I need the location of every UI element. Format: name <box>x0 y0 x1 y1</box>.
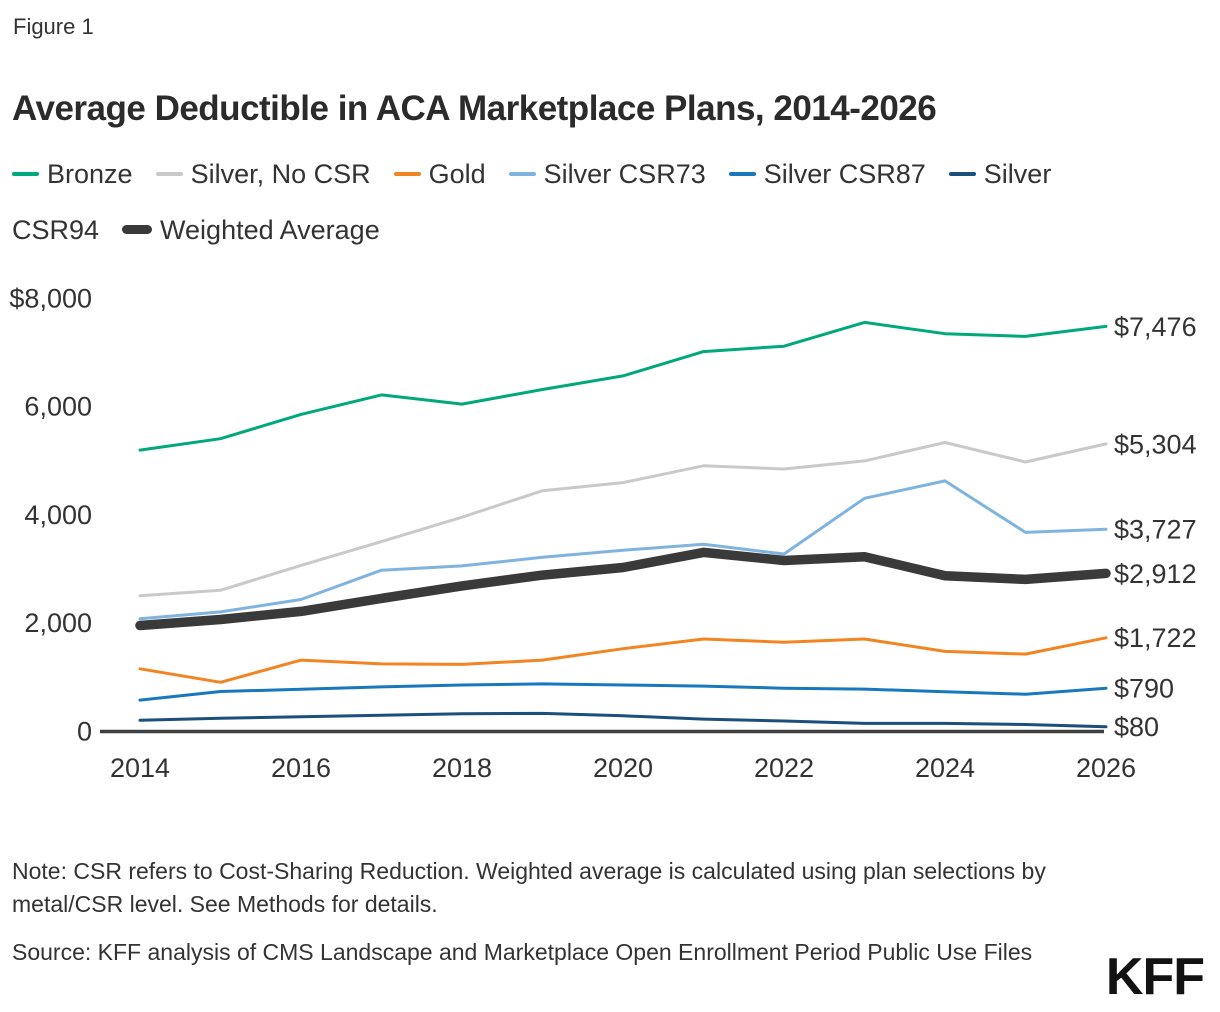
legend-swatch-bronze <box>12 171 39 176</box>
end-label-bronze: $7,476 <box>1114 312 1197 342</box>
legend-item-silver-no-csr: Silver, No CSR <box>155 159 371 189</box>
y-tick-label: 4,000 <box>24 500 92 530</box>
end-label-silver-csr94: $80 <box>1114 712 1159 742</box>
series-line-silver-csr94 <box>138 711 1108 729</box>
y-tick-label: 6,000 <box>24 392 92 422</box>
legend-item-bronze: Bronze <box>12 159 133 189</box>
legend-item-gold: Gold <box>393 159 486 189</box>
x-tick-label: 2022 <box>754 753 814 780</box>
x-tick-label: 2024 <box>915 753 975 780</box>
y-tick-label: 2,000 <box>24 608 92 638</box>
source-text: Source: KFF analysis of CMS Landscape an… <box>12 939 1033 965</box>
end-label-gold: $1,722 <box>1114 623 1197 653</box>
y-tick-label: $8,000 <box>9 283 92 313</box>
figure-label: Figure 1 <box>13 14 94 39</box>
legend-item-weighted-average: Weighted Average <box>122 215 380 245</box>
note-text: Note: CSR refers to Cost-Sharing Reducti… <box>12 858 1046 917</box>
end-label-weighted-average: $2,912 <box>1114 559 1197 589</box>
series-line-gold <box>138 636 1108 684</box>
x-tick-label: 2018 <box>432 753 492 780</box>
legend-item-continued: CSR94 <box>12 215 100 245</box>
legend-swatch-silver-csr87 <box>728 171 756 176</box>
line-chart-svg: $8,000 6,000 4,000 2,000 0 2014 2016 2018 2020 20… <box>9 283 1197 783</box>
y-tick-label: 0 <box>77 716 92 746</box>
series-line-weighted-average <box>135 547 1111 631</box>
series-line-silver-no-csr <box>138 441 1108 598</box>
series-line-bronze <box>138 320 1108 452</box>
x-tick-label: 2014 <box>110 753 170 780</box>
series-line-silver-csr73 <box>138 479 1108 621</box>
legend-swatch-silver-no-csr <box>155 171 183 176</box>
chart-title: Average Deductible in ACA Marketplace Pl… <box>12 89 937 129</box>
end-label-silver-csr73: $3,727 <box>1114 515 1197 545</box>
line-chart: $8,000 6,000 4,000 2,000 0 2014 2016 2018 2020 20… <box>0 270 1220 783</box>
series-line-silver-csr87 <box>138 682 1108 702</box>
legend-swatch-silver-csr73 <box>508 171 536 176</box>
end-label-silver-no-csr: $5,304 <box>1114 429 1197 459</box>
legend-swatch-weighted-average <box>122 225 153 235</box>
legend-item-silver-csr94: Silver <box>948 159 1051 189</box>
x-tick-label: 2020 <box>593 753 653 780</box>
kff-logo: KFF <box>1105 948 1205 1006</box>
end-label-silver-csr87: $790 <box>1114 674 1174 704</box>
legend-swatch-gold <box>393 171 421 176</box>
legend-item-silver-csr87: Silver CSR87 <box>728 159 926 189</box>
x-tick-label: 2016 <box>271 753 331 780</box>
legend-item-silver-csr73: Silver CSR73 <box>508 159 706 189</box>
x-tick-label: 2026 <box>1076 753 1136 780</box>
chart-legend: Bronze Silver, No CSR Gold Silver CSR73 Silv… <box>12 146 1192 258</box>
legend-swatch-silver-csr94 <box>948 171 976 176</box>
